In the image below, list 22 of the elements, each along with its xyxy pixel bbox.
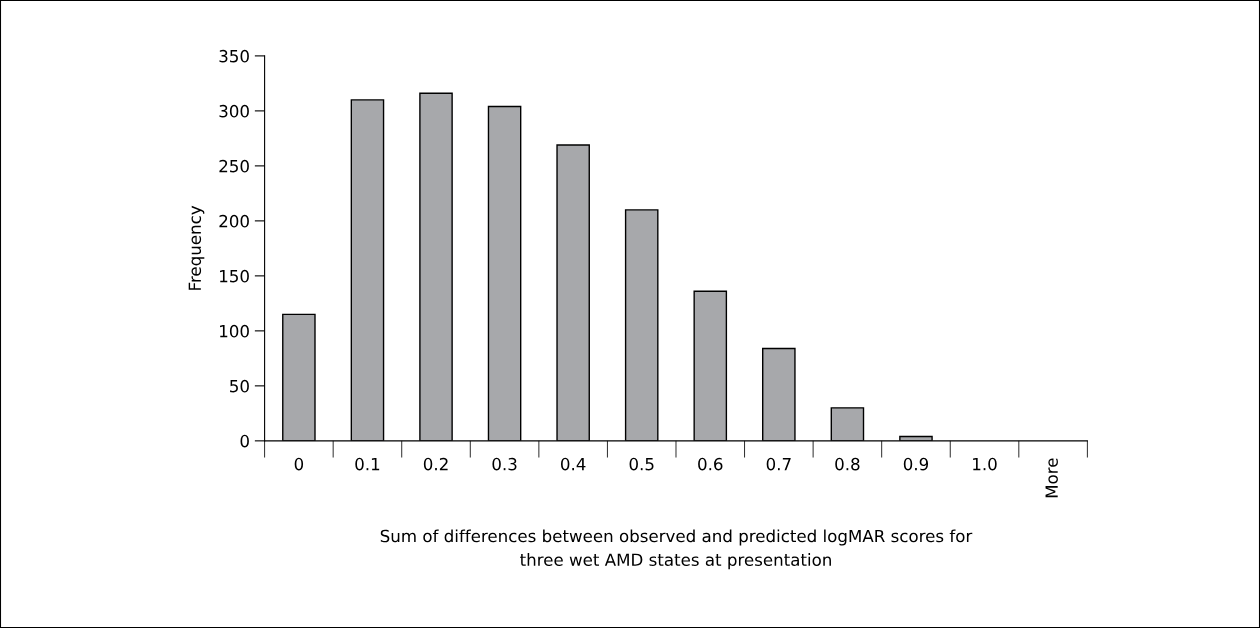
x-tick-label: More [1045,458,1058,498]
y-tick-label: 150 [220,269,249,283]
y-axis-title: Frequency [188,205,205,290]
x-tick-label: 0.5 [629,457,654,471]
x-tick-label: 0.6 [698,457,723,471]
y-tick-label: 0 [240,434,249,448]
x-tick-label: 0 [294,457,304,471]
x-tick-label: 0.7 [766,457,791,471]
y-tick-label: 250 [219,159,249,173]
x-tick-label: 1.0 [973,457,997,471]
x-tick-label: 0.3 [492,457,517,471]
x-tick-label: 0.4 [560,457,586,471]
y-tick-label: 350 [219,49,249,63]
x-tick-label: 0.8 [835,457,860,471]
y-tick-label: 100 [220,324,249,338]
x-axis-title: Sum of differences between observed and predicted logMAR scores for three wet AMD states at presentation [380,529,973,570]
x-tick-label: 0.9 [903,457,929,471]
x-tick-label: 0.2 [423,457,448,471]
y-tick-label: 200 [219,214,249,228]
y-tick-label: 300 [219,104,249,118]
y-tick-label: 50 [230,379,249,393]
x-tick-label: 0.1 [355,457,380,471]
